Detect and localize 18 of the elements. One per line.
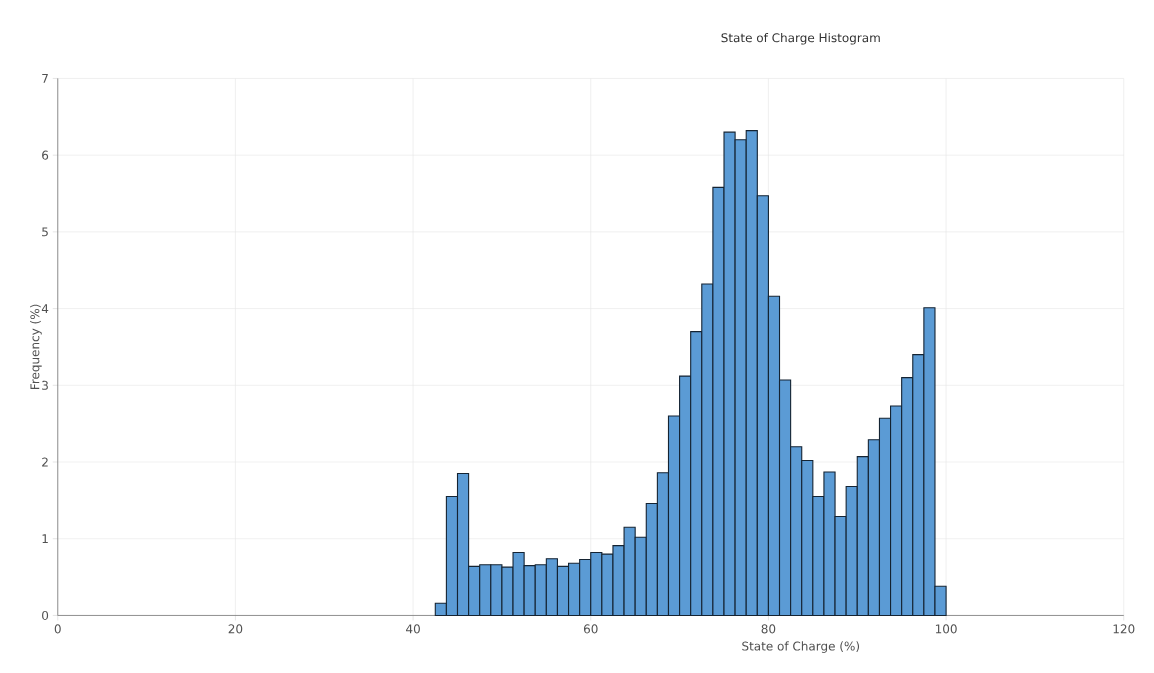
x-axis-title: State of Charge (%) <box>742 641 860 653</box>
y-tick-label: 1 <box>42 534 48 544</box>
y-axis-title: Frequency (%) <box>30 304 42 390</box>
x-tick-label: 60 <box>583 624 598 634</box>
y-tick-label: 3 <box>42 380 48 390</box>
y-tick-label: 6 <box>42 150 49 160</box>
y-tick-label: 4 <box>41 304 49 313</box>
y-tick-label: 0 <box>42 610 49 620</box>
y-tick-label: 7 <box>42 74 48 83</box>
x-tick-label: 40 <box>406 624 420 634</box>
x-tick-label: 80 <box>761 624 776 634</box>
x-tick-label: 20 <box>228 624 243 634</box>
x-tick-label: 0 <box>54 624 61 634</box>
x-tick-label: 120 <box>1113 624 1135 634</box>
chart-title: State of Charge Histogram <box>721 32 880 45</box>
y-tick-label: 5 <box>42 227 48 237</box>
y-tick-label: 2 <box>42 457 48 467</box>
x-tick-label: 100 <box>935 624 957 634</box>
